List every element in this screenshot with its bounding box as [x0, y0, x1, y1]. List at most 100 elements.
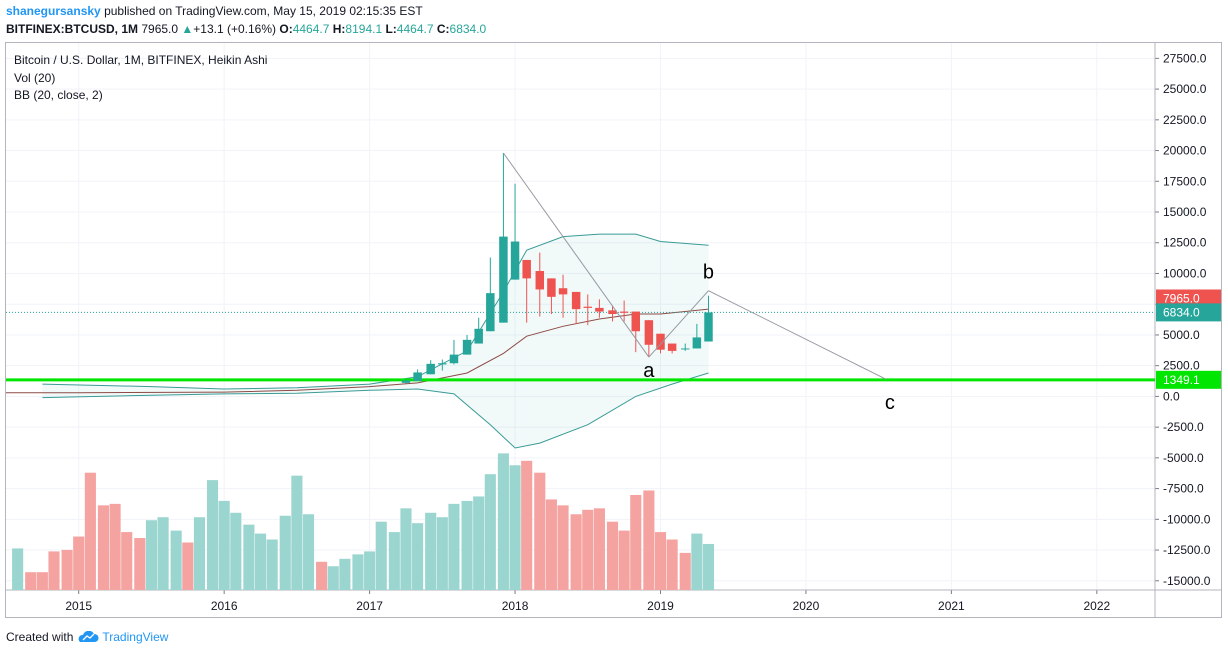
volume-bar	[643, 490, 655, 590]
candle-body	[583, 306, 593, 308]
candle-body	[571, 291, 581, 310]
volume-bar	[109, 503, 121, 590]
volume-bar	[12, 548, 24, 590]
wave-label-c: c	[885, 392, 895, 414]
volume-bar	[557, 505, 569, 590]
last-price-label-bg	[1156, 289, 1221, 308]
y-tick-label: 20000.0	[1163, 144, 1207, 158]
volume-bar	[121, 532, 133, 590]
volume-bar	[61, 549, 73, 590]
volume-bar	[400, 508, 412, 590]
published-text: published on TradingView.com, May 15, 20…	[104, 4, 423, 18]
close-value: 6834.0	[449, 22, 487, 36]
y-tick-label: -7500.0	[1163, 482, 1204, 496]
candle-body	[486, 293, 495, 332]
support-price-label-bg	[1156, 370, 1221, 389]
bb-band-fill	[42, 234, 709, 448]
wave-segment	[503, 152, 650, 358]
volume-bar	[73, 536, 85, 590]
symbol-line: BITFINEX:BTCUSD, 1M	[6, 22, 138, 36]
volume-bar	[497, 453, 509, 590]
volume-bar	[25, 572, 37, 590]
candle-body	[401, 380, 411, 383]
wave-label-a: a	[643, 360, 655, 382]
volume-bar	[702, 543, 715, 590]
y-tick-label: 10000.0	[1163, 266, 1207, 280]
volume-bar	[425, 512, 437, 590]
volume-bar	[534, 472, 546, 590]
y-tick-label: 25000.0	[1163, 82, 1207, 96]
volume-bar	[618, 530, 630, 590]
high-label: H:	[332, 22, 346, 36]
volume-bar	[316, 561, 328, 590]
candle-body	[547, 278, 556, 297]
y-tick-label: 5000.0	[1163, 328, 1200, 342]
tradingview-brand-link[interactable]: TradingView	[102, 630, 169, 644]
chart-frame	[5, 42, 1222, 618]
legend-vol[interactable]: Vol (20)	[14, 71, 56, 85]
y-tick-label: 27500.0	[1163, 51, 1207, 65]
candle-body	[535, 271, 545, 290]
x-tick-label: 2021	[938, 599, 965, 613]
x-tick-label: 2019	[647, 599, 674, 613]
volume-bar	[570, 514, 582, 590]
candle-body	[522, 259, 531, 279]
volume-bar	[339, 558, 351, 590]
volume-bar	[36, 572, 48, 590]
candle-body	[462, 339, 472, 355]
volume-bar	[48, 551, 60, 590]
x-tick-label: 2020	[793, 599, 820, 613]
candle-body	[558, 288, 568, 295]
volume-bar	[654, 532, 667, 590]
volume-bar	[352, 554, 364, 590]
candle-body	[510, 241, 520, 280]
volume-bar	[266, 539, 278, 590]
candle-body	[474, 328, 483, 344]
y-tick-label: 2500.0	[1163, 359, 1200, 373]
high-value: 8194.1	[345, 22, 383, 36]
volume-bar	[327, 566, 339, 590]
volume-bar	[509, 465, 521, 590]
price-value: 7965.0	[141, 22, 179, 36]
candle-body	[449, 354, 459, 364]
wave-segment	[648, 290, 709, 358]
candle-body	[631, 311, 641, 332]
candle-body	[680, 348, 690, 350]
volume-bar	[243, 524, 255, 590]
legend-bb[interactable]: BB (20, close, 2)	[14, 88, 103, 102]
volume-bar	[679, 552, 691, 590]
volume-bar	[193, 517, 205, 590]
x-tick-label: 2018	[502, 599, 529, 613]
close-price-label: 6834.0	[1163, 305, 1200, 319]
close-label: C:	[436, 22, 450, 36]
x-tick-label: 2022	[1083, 599, 1110, 613]
y-tick-label: 0.0	[1163, 389, 1180, 403]
x-tick-label: 2017	[356, 599, 383, 613]
volume-bar	[666, 539, 678, 590]
y-tick-label: -15000.0	[1163, 574, 1211, 588]
volume-bar	[97, 505, 110, 590]
candle-body	[692, 337, 702, 349]
y-tick-label: 22500.0	[1163, 113, 1207, 127]
candle-body	[644, 320, 654, 345]
y-tick-label: -2500.0	[1163, 420, 1204, 434]
tradingview-logo-icon	[79, 631, 99, 642]
candle-body	[438, 363, 447, 365]
last-price-label: 7965.0	[1163, 291, 1200, 305]
x-tick-label: 2016	[211, 599, 238, 613]
volume-bar	[582, 509, 594, 590]
volume-bar	[473, 496, 485, 590]
symbol-header: BITFINEX:BTCUSD, 1M 7965.0 ▲+13.1 (+0.16…	[6, 22, 486, 36]
volume-bar	[230, 512, 242, 590]
candle-body	[656, 333, 665, 350]
volume-bar	[388, 532, 400, 590]
username-link[interactable]: shanegursansky	[6, 4, 101, 18]
volume-bar	[630, 494, 642, 590]
bb-lower-line	[42, 372, 709, 449]
candle-body	[704, 312, 713, 342]
volume-bar	[84, 472, 96, 590]
x-tick-label: 2015	[65, 599, 92, 613]
volume-bar	[134, 538, 146, 590]
publish-header: shanegursansky published on TradingView.…	[6, 4, 423, 18]
